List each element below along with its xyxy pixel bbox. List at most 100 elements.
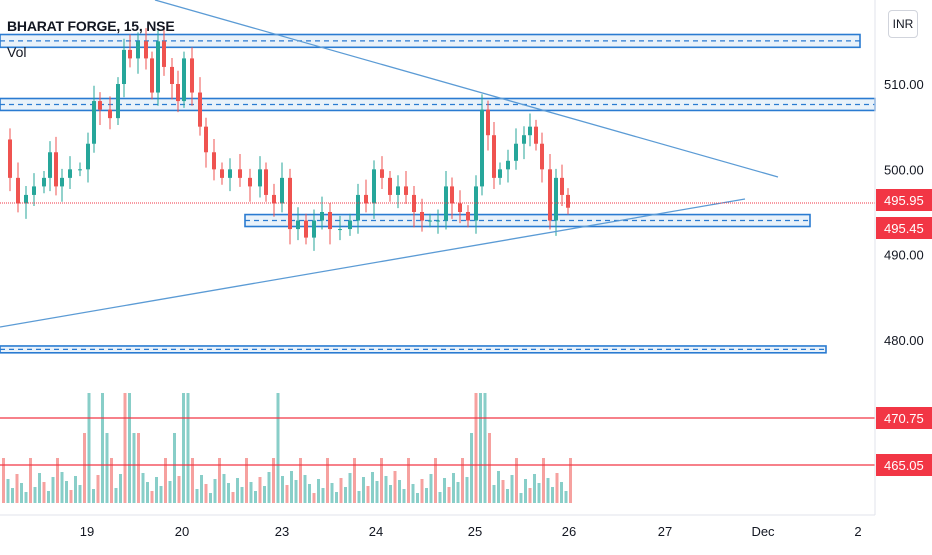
volume-bar: [384, 476, 388, 503]
volume-bar: [375, 481, 379, 503]
volume-bar: [479, 393, 482, 503]
volume-bar: [20, 483, 23, 503]
currency-button[interactable]: INR: [888, 10, 918, 38]
candle-body: [514, 143, 518, 161]
volume-bar: [492, 485, 496, 503]
time-tick-label: 2: [854, 524, 861, 539]
volume-bar: [60, 472, 64, 503]
candle-body: [348, 220, 352, 230]
volume-bar: [515, 458, 518, 503]
candle-body: [228, 169, 232, 178]
volume-bar: [74, 476, 77, 503]
volume-bar: [371, 472, 374, 503]
candle-body: [560, 177, 564, 195]
volume-bar: [245, 458, 248, 503]
candle-body: [122, 49, 126, 84]
price-tick-label: 490.00: [884, 248, 924, 263]
volume-bar: [47, 491, 50, 503]
support-resistance-zone[interactable]: [0, 345, 827, 354]
support-resistance-zone[interactable]: [0, 97, 876, 112]
candle-body: [396, 186, 400, 195]
volume-bar: [56, 458, 59, 503]
time-axis: 19 20 23 24 25 26 27 Dec 2: [80, 524, 862, 539]
volume-bar: [267, 472, 271, 503]
volume-bar: [263, 486, 266, 503]
volume-bar: [294, 480, 298, 503]
volume-bar: [227, 483, 230, 503]
candle-body: [182, 58, 186, 102]
volume-bar: [443, 478, 446, 503]
volume-bar: [560, 482, 563, 503]
candle-body: [48, 152, 52, 178]
trendline[interactable]: [154, 0, 779, 178]
volume-bar: [510, 475, 514, 503]
volume-bar: [276, 393, 280, 503]
volume-bar: [204, 484, 208, 503]
volume-bar: [344, 487, 347, 503]
price-label: 470.75: [884, 411, 924, 426]
candle-body: [162, 41, 166, 67]
volume-bar: [128, 393, 131, 503]
volume-bar: [164, 458, 167, 503]
volume-bar: [209, 493, 212, 503]
volume-bar: [24, 492, 28, 503]
time-tick-label: 25: [468, 524, 482, 539]
trendline[interactable]: [0, 198, 746, 328]
candle-body: [8, 139, 12, 178]
candle-body: [320, 212, 324, 221]
volume-bar: [290, 471, 293, 503]
volume-bar: [78, 485, 82, 503]
time-tick-label: 19: [80, 524, 94, 539]
volume-bar: [231, 492, 235, 503]
volume-bar: [326, 458, 329, 503]
volume-bar: [339, 478, 343, 503]
volume-bar: [380, 458, 383, 503]
candle-body: [156, 41, 160, 93]
volume-bar: [519, 493, 523, 503]
volume-bar: [51, 477, 55, 503]
time-tick-label: 26: [562, 524, 576, 539]
volume-indicator-label[interactable]: Vol: [7, 44, 27, 60]
candle-body: [212, 152, 216, 170]
volume-bar: [528, 488, 532, 503]
candle-body: [32, 186, 36, 195]
volume-bar: [330, 483, 334, 503]
candle-body: [380, 169, 384, 178]
candle-body: [190, 58, 194, 93]
volume-bar: [416, 493, 419, 503]
volume-bar: [137, 433, 140, 503]
volume-bar: [533, 474, 536, 503]
candle-body: [116, 84, 120, 119]
candle-body: [42, 177, 46, 187]
volume-bar: [236, 478, 239, 503]
candle-body: [466, 212, 470, 221]
volume-bar: [146, 482, 149, 503]
volume-bar: [420, 479, 424, 503]
volume-bar: [42, 482, 46, 503]
candle-body: [108, 109, 112, 119]
candle-body: [480, 109, 484, 187]
time-tick-label: 24: [369, 524, 383, 539]
volume-bar: [434, 458, 437, 503]
volume-bar: [357, 491, 361, 503]
volume-bar: [33, 487, 37, 503]
volume-bar: [348, 473, 352, 503]
volume-bar: [303, 475, 307, 503]
volume-bar: [429, 474, 433, 503]
candle-body: [428, 220, 432, 222]
symbol-title: BHARAT FORGE, 15, NSE: [7, 18, 175, 34]
volume-bar: [114, 488, 118, 503]
volume-bar: [299, 458, 302, 503]
candle-body: [364, 194, 368, 204]
time-tick-label: 27: [658, 524, 672, 539]
volume-bar: [542, 458, 545, 503]
volume-bar: [501, 480, 505, 503]
volume-bar: [474, 393, 478, 503]
candle-body: [356, 194, 360, 221]
volume-bar: [398, 480, 401, 503]
candle-body: [248, 177, 252, 187]
candle-body: [372, 169, 376, 204]
candle-body: [404, 186, 408, 195]
